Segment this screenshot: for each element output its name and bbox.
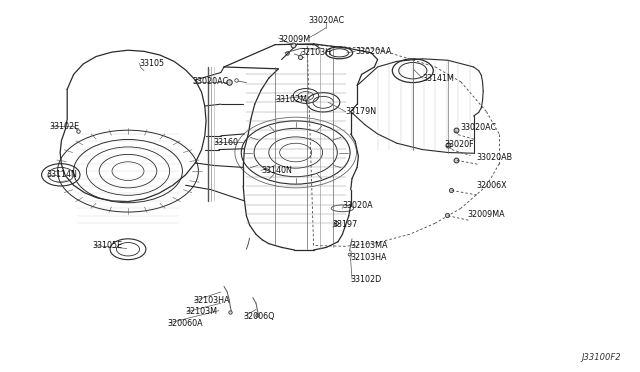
Text: 32103MA: 32103MA bbox=[351, 241, 388, 250]
Text: 33105: 33105 bbox=[140, 59, 164, 68]
Text: 33020AC: 33020AC bbox=[192, 77, 228, 86]
Text: 32103H: 32103H bbox=[301, 48, 332, 57]
Text: 33105E: 33105E bbox=[93, 241, 123, 250]
Text: 32006X: 32006X bbox=[477, 182, 508, 190]
Text: 33197: 33197 bbox=[333, 220, 358, 229]
Text: 33020AA: 33020AA bbox=[355, 47, 392, 56]
Text: 33114N: 33114N bbox=[46, 170, 77, 179]
Text: 33160: 33160 bbox=[214, 138, 239, 147]
Text: 32103M: 32103M bbox=[186, 307, 218, 316]
Text: 32103HA: 32103HA bbox=[193, 296, 230, 305]
Text: 33102M: 33102M bbox=[275, 95, 307, 104]
Text: 33020AC: 33020AC bbox=[308, 16, 344, 25]
Text: 33020AC: 33020AC bbox=[461, 123, 497, 132]
Text: 33020F: 33020F bbox=[445, 140, 474, 149]
Text: 33102E: 33102E bbox=[50, 122, 80, 131]
Text: 33020A: 33020A bbox=[342, 201, 373, 210]
Text: 33020AB: 33020AB bbox=[477, 153, 513, 162]
Text: 33102D: 33102D bbox=[351, 275, 382, 283]
Text: 32103HA: 32103HA bbox=[351, 253, 387, 262]
Text: 320060A: 320060A bbox=[168, 319, 204, 328]
Text: 33179N: 33179N bbox=[346, 107, 377, 116]
Text: 33141M: 33141M bbox=[422, 74, 454, 83]
Text: 32006Q: 32006Q bbox=[243, 312, 275, 321]
Text: 32009MA: 32009MA bbox=[467, 210, 505, 219]
Text: J33100F2: J33100F2 bbox=[581, 353, 621, 362]
Text: 32009M: 32009M bbox=[278, 35, 310, 44]
Text: 33140N: 33140N bbox=[261, 166, 292, 175]
